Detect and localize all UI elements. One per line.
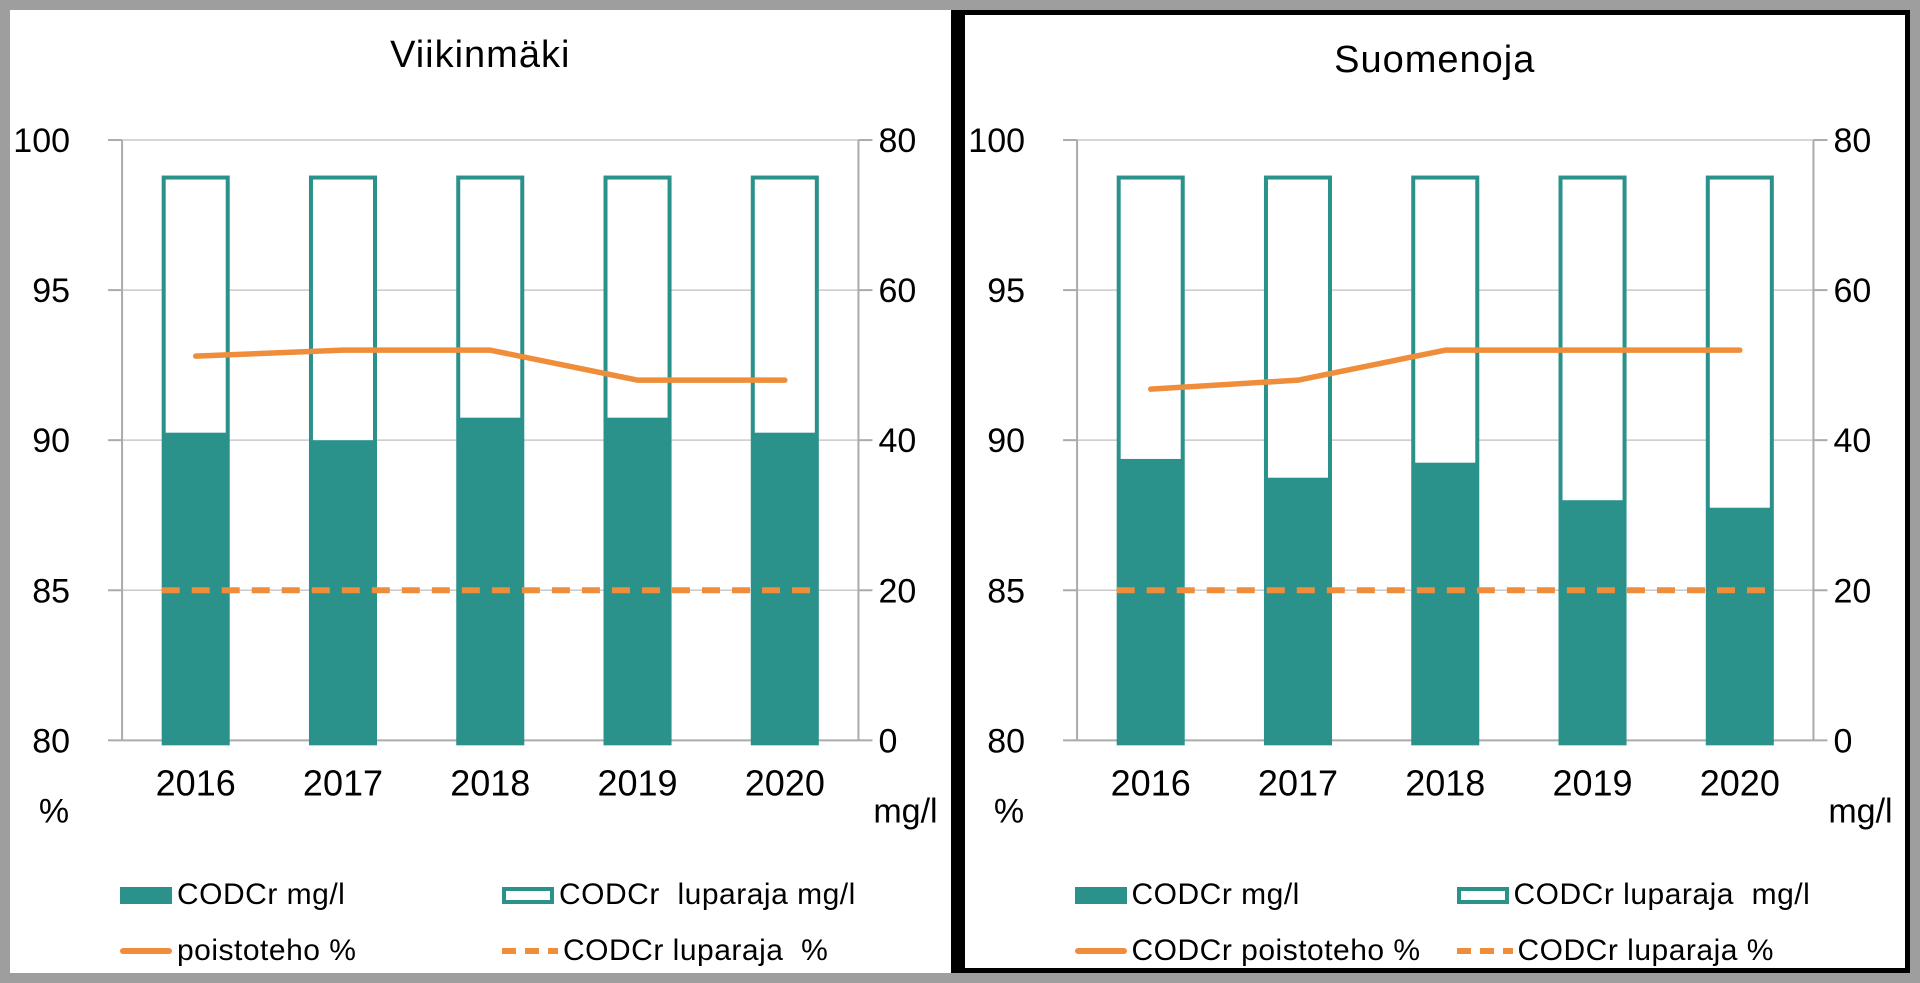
legend-swatch-bar-outline bbox=[502, 886, 555, 904]
legend-item: CODCr mg/l bbox=[1074, 878, 1457, 912]
legend-label: CODCr luparaja % bbox=[563, 934, 829, 968]
left-axis-tick-label: 85 bbox=[32, 572, 70, 610]
legend-label: poistoteho % bbox=[177, 934, 357, 968]
legend-swatch-line-dashed bbox=[1456, 948, 1513, 954]
legend-swatch-bar-filled bbox=[1074, 886, 1127, 904]
legend-label: CODCr luparaja mg/l bbox=[559, 878, 856, 912]
left-axis-tick-label: 80 bbox=[32, 722, 70, 760]
x-axis-year-label: 2016 bbox=[1110, 762, 1190, 803]
bar-codcr bbox=[1265, 477, 1330, 743]
left-axis-tick-label: 95 bbox=[32, 272, 70, 310]
x-axis-year-label: 2020 bbox=[745, 762, 825, 803]
chart-title-suomenoja: Suomenoja bbox=[1334, 39, 1536, 81]
left-axis-unit-label: % bbox=[39, 792, 69, 830]
right-axis-tick-label: 40 bbox=[878, 422, 916, 460]
line-poistoteho bbox=[1147, 346, 1743, 392]
bar-codcr bbox=[1412, 462, 1477, 743]
legend-label: CODCr poistoteho % bbox=[1131, 934, 1421, 967]
chart-legend-suomenoja: CODCr mg/l CODCr luparaja mg/l CODCr poist… bbox=[965, 878, 1906, 968]
left-axis-tick-label: 90 bbox=[987, 422, 1025, 460]
right-axis-tick-label: 60 bbox=[1833, 272, 1871, 310]
legend-swatch-line-solid bbox=[1074, 948, 1127, 954]
bar-codcr bbox=[458, 417, 523, 744]
chart-legend-viikinmaki: CODCr mg/l CODCr luparaja mg/l poistoteho … bbox=[10, 878, 951, 968]
legend-item: CODCr poistoteho % bbox=[1074, 934, 1457, 968]
left-axis-tick-label: 90 bbox=[32, 422, 70, 460]
x-axis-year-label: 2020 bbox=[1699, 762, 1779, 803]
legend-label: CODCr luparaja % bbox=[1517, 934, 1774, 967]
legend-item: CODCr luparaja mg/l bbox=[502, 878, 950, 912]
legend-item: CODCr luparaja mg/l bbox=[1456, 878, 1905, 912]
chart-svg: 100 95 90 85 80 80 60 40 20 0 2016 2017 2018 2019 2020… bbox=[968, 122, 1892, 830]
left-axis-unit-label: % bbox=[993, 792, 1023, 830]
legend-item: CODCr luparaja % bbox=[502, 934, 950, 968]
legend-swatch-line-dashed bbox=[502, 948, 559, 955]
legend-swatch-bar-outline bbox=[1456, 886, 1509, 904]
right-axis-tick-label: 40 bbox=[1833, 422, 1871, 460]
x-axis-year-label: 2017 bbox=[1257, 762, 1337, 803]
left-axis-tick-label: 80 bbox=[987, 722, 1025, 760]
x-axis-year-label: 2019 bbox=[1552, 762, 1632, 803]
right-axis-tick-label: 80 bbox=[1833, 122, 1871, 160]
legend-label: CODCr luparaja mg/l bbox=[1513, 878, 1811, 911]
x-axis-year-label: 2017 bbox=[303, 762, 383, 803]
bar-codcr bbox=[1707, 507, 1772, 743]
legend-swatch-line-solid bbox=[120, 948, 172, 955]
chart-svg: 100 95 90 85 80 80 60 40 20 0 2016 2017 2018 2019 2020… bbox=[13, 122, 937, 830]
left-axis-tick-label: 85 bbox=[987, 572, 1025, 610]
right-axis-unit-label: mg/l bbox=[1828, 792, 1892, 830]
bar-codcr bbox=[605, 417, 670, 744]
right-axis-tick-label: 0 bbox=[1833, 722, 1852, 760]
x-axis-year-label: 2016 bbox=[156, 762, 236, 803]
bar-codcr bbox=[1118, 458, 1183, 743]
legend-item: CODCr mg/l bbox=[120, 878, 502, 912]
right-axis-tick-label: 60 bbox=[878, 272, 916, 310]
right-axis-tick-label: 20 bbox=[1833, 572, 1871, 610]
line-poistoteho bbox=[192, 347, 788, 383]
right-axis-tick-label: 20 bbox=[878, 572, 916, 610]
panel-viikinmaki: Viikinmäki 100 95 90 85 80 80 60 40 20 0 2016 2017 2… bbox=[10, 10, 960, 973]
x-axis-year-label: 2018 bbox=[1405, 762, 1485, 803]
x-axis-year-label: 2018 bbox=[450, 762, 530, 803]
legend-swatch-bar-filled bbox=[120, 886, 172, 904]
x-axis-year-label: 2019 bbox=[597, 762, 677, 803]
chart-title-viikinmaki: Viikinmäki bbox=[390, 34, 571, 76]
right-axis-tick-label: 0 bbox=[878, 722, 897, 760]
chart-canvas-suomenoja: 100 95 90 85 80 80 60 40 20 0 2016 2017 2018 2019 2020… bbox=[965, 90, 1906, 840]
panel-suomenoja: Suomenoja 100 95 90 85 80 80 60 40 20 0 2016 2017 20… bbox=[959, 10, 1910, 973]
legend-label: CODCr mg/l bbox=[177, 878, 346, 912]
right-axis-unit-label: mg/l bbox=[873, 792, 937, 830]
legend-item: CODCr luparaja % bbox=[1456, 934, 1905, 968]
legend-label: CODCr mg/l bbox=[1131, 878, 1300, 911]
left-axis-tick-label: 100 bbox=[13, 122, 70, 160]
chart-canvas-viikinmaki: 100 95 90 85 80 80 60 40 20 0 2016 2017 2018 2019 2020… bbox=[10, 90, 951, 840]
right-axis-tick-label: 80 bbox=[878, 122, 916, 160]
left-axis-tick-label: 95 bbox=[987, 272, 1025, 310]
legend-item: poistoteho % bbox=[120, 934, 502, 968]
bar-codcr bbox=[1560, 499, 1625, 743]
left-axis-tick-label: 100 bbox=[968, 122, 1025, 160]
